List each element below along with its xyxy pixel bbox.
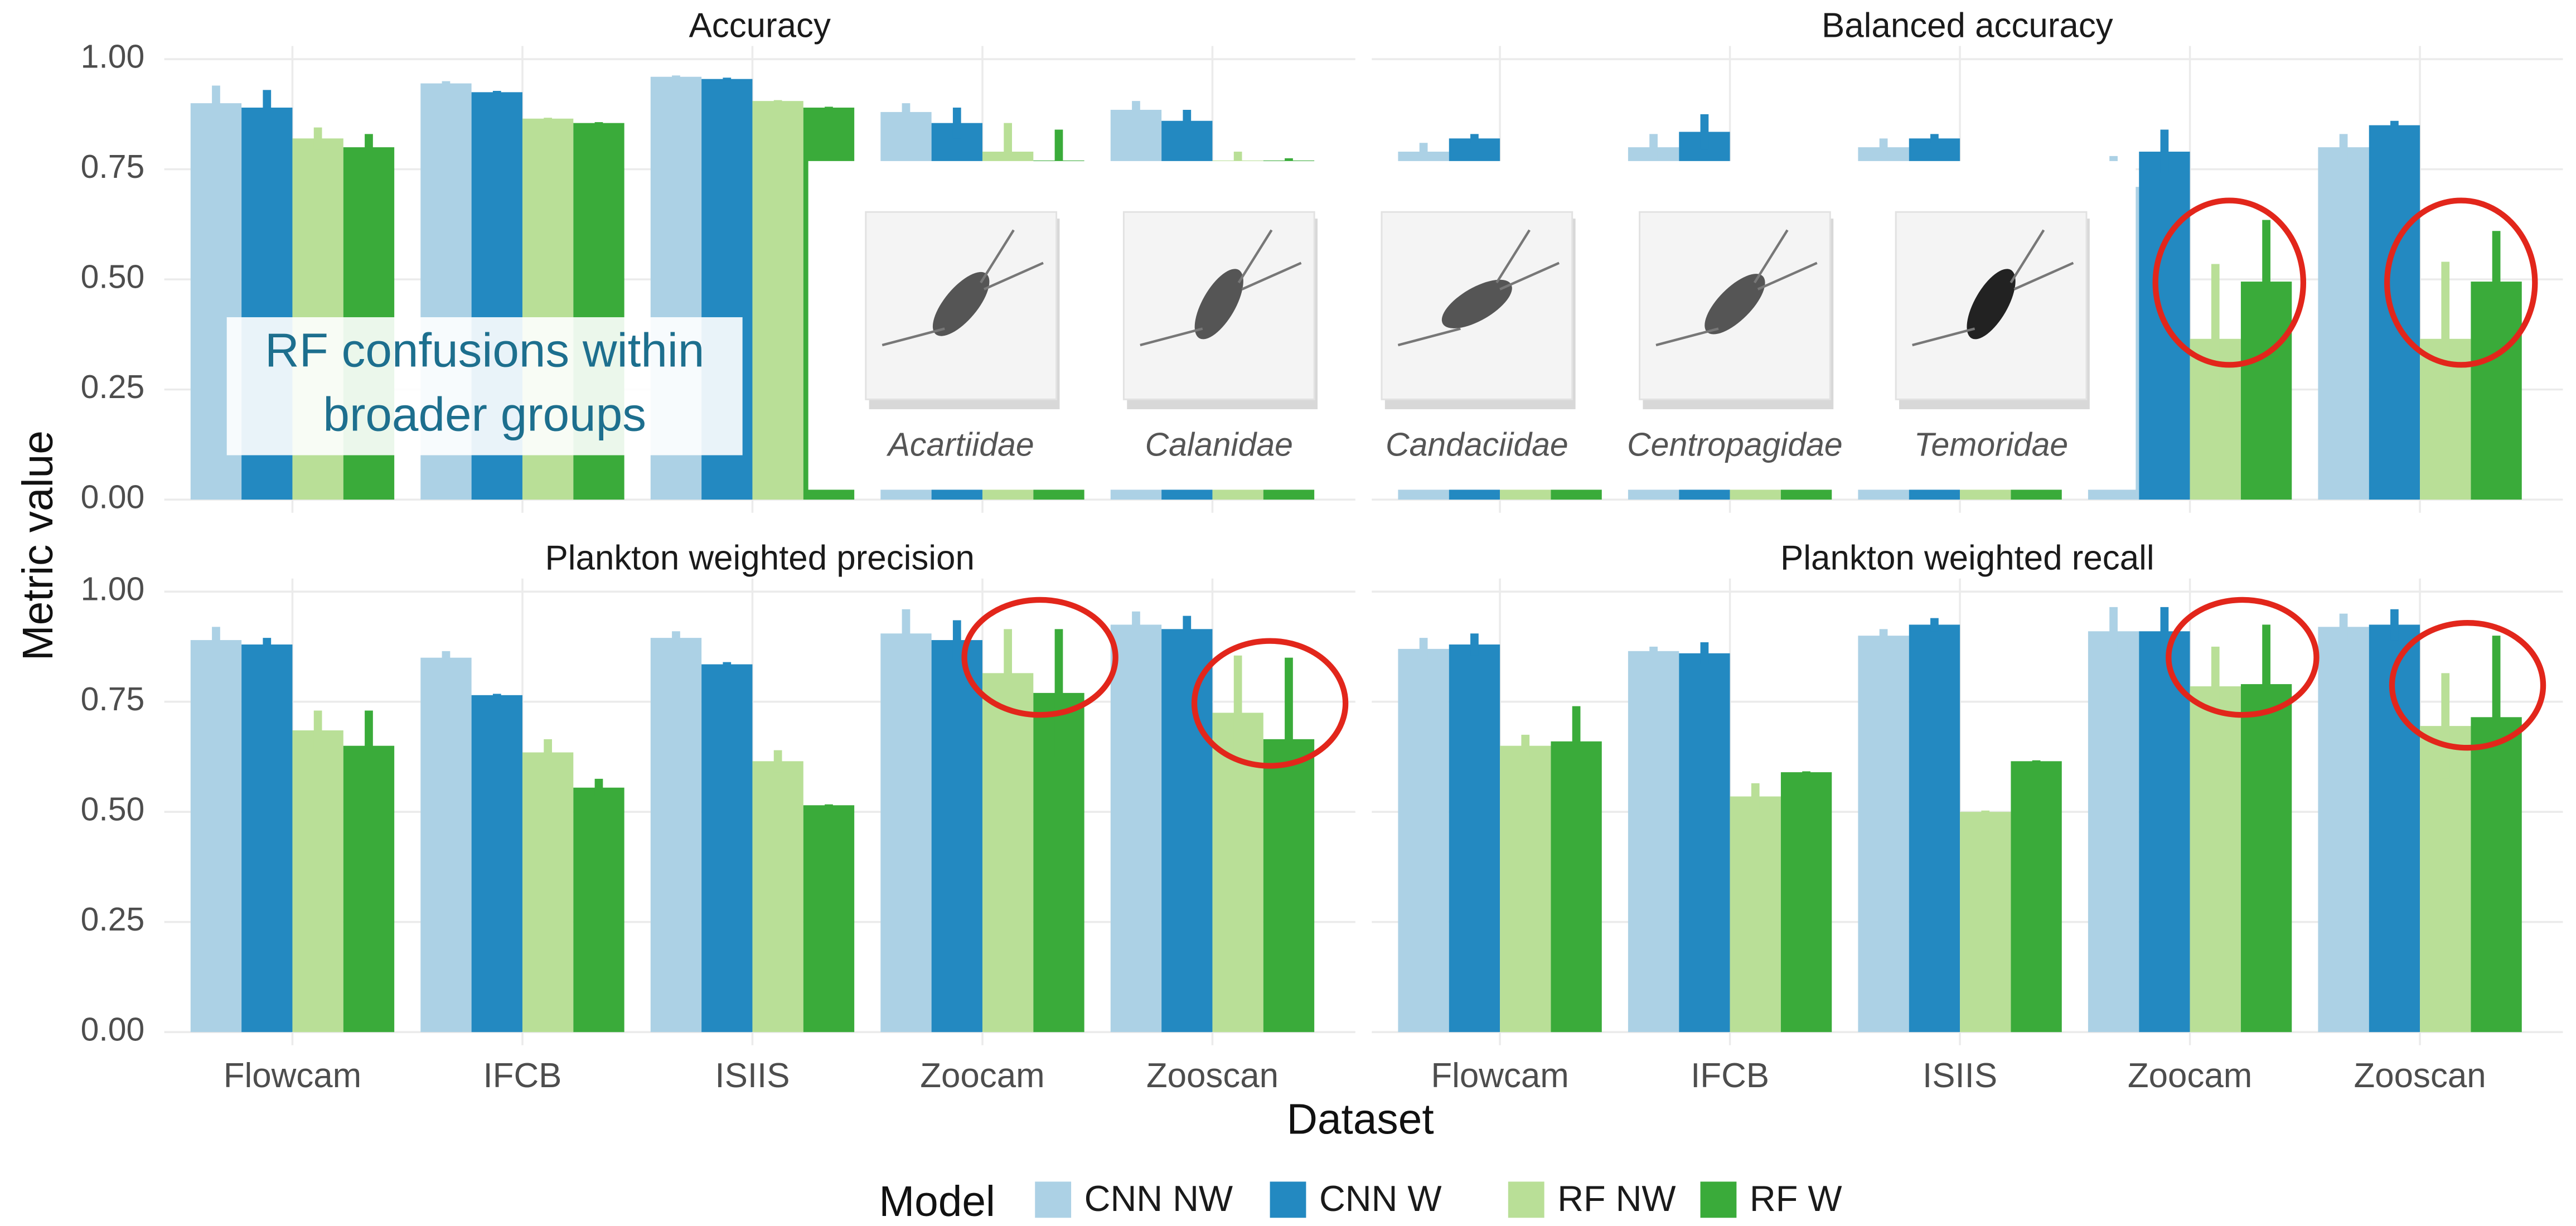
bar [2190,686,2241,1033]
species-label: Temoridae [1914,427,2068,463]
bar [2011,761,2062,1033]
copepod-antenna [1912,229,2074,347]
y-tick-label: 1.00 [81,571,145,608]
bar [1780,772,1832,1033]
bar [2318,627,2369,1033]
species-label: Centropagidae [1627,427,1843,463]
panel-title: Plankton weighted recall [1780,539,2154,578]
specimen-image [1639,211,1834,409]
highlight-circle [2389,620,2546,751]
y-tick-label: 0.75 [81,149,145,185]
copepod-body [1967,269,2016,340]
bar [1398,648,1449,1033]
x-tick-label: IFCB [483,1057,562,1095]
panel-title: Plankton weighted precision [545,539,975,578]
bar [471,695,522,1033]
y-tick-label: 0.25 [81,369,145,405]
panel-title: Accuracy [689,6,831,45]
bar [982,673,1034,1033]
legend-swatch [1035,1181,1072,1218]
bar [803,805,855,1033]
bar [1858,636,1909,1033]
highlight-circle [1191,638,1349,769]
bar [2318,147,2369,500]
copepod-antenna [882,229,1044,347]
legend-title: Model [879,1178,995,1225]
x-tick-label: Zoocam [2128,1057,2252,1095]
bar [752,761,803,1033]
bar [1551,741,1602,1033]
bar [292,730,343,1033]
y-tick-label: 0.00 [81,479,145,516]
bar [241,644,293,1033]
legend-swatch [1270,1181,1306,1218]
bar [1909,624,1960,1033]
highlight-circle [2152,197,2307,368]
highlight-circle [961,597,1118,718]
bar [1449,644,1500,1033]
bar [1110,624,1162,1033]
highlight-circle [2384,197,2538,368]
specimen-image [1381,211,1576,409]
bar [1161,629,1213,1033]
bar [343,745,395,1033]
bar [522,752,574,1033]
y-tick-label: 0.00 [81,1012,145,1048]
bar [1500,745,1551,1033]
bar [2088,631,2139,1033]
copepod-antenna [1397,229,1560,347]
copepod-body [1194,269,1243,340]
species-label: Candaciidae [1386,427,1568,463]
note-text: RF confusions within broader groups [226,317,743,455]
legend-swatch [1508,1181,1544,1218]
legend-label: RF NW [1557,1178,1676,1219]
bar [420,657,472,1033]
x-axis-label: Dataset [1287,1096,1434,1143]
legend-label: RF W [1750,1178,1842,1219]
panel-title: Balanced accuracy [1822,6,2113,45]
copepod-antenna [1140,229,1302,347]
bar [190,640,242,1033]
copepod-body [932,272,990,336]
bar [1960,812,2011,1033]
x-tick-label: ISIIS [1923,1057,1997,1095]
highlight-circle [2166,597,2320,718]
specimen-image [865,211,1060,409]
y-axis-label: Metric value [14,430,62,661]
specimen-image [1122,211,1318,409]
y-tick-label: 0.50 [81,259,145,295]
specimen-image [1895,211,2090,409]
bar [880,633,932,1033]
copepod-body [1441,279,1512,328]
y-tick-label: 1.00 [81,39,145,75]
bar [1628,651,1679,1033]
legend-label: CNN W [1319,1178,1442,1219]
species-label: Calanidae [1145,427,1293,463]
bar [1679,653,1730,1033]
species-label: Acartiidae [887,427,1034,463]
bar [701,664,753,1033]
x-tick-label: IFCB [1691,1057,1769,1095]
copepod-antenna [1655,229,1818,347]
legend-label: CNN NW [1084,1178,1233,1219]
x-tick-label: Zooscan [2354,1057,2486,1095]
bar [650,638,702,1033]
copepod-body [1705,274,1765,335]
x-tick-label: Zoocam [920,1057,1044,1095]
bar [1730,796,1781,1033]
x-tick-label: Flowcam [1431,1057,1568,1095]
bar [573,787,624,1033]
legend-swatch [1700,1181,1737,1218]
bar [931,640,982,1033]
x-tick-label: Zooscan [1146,1057,1279,1095]
y-tick-label: 0.50 [81,792,145,828]
y-tick-label: 0.25 [81,902,145,938]
x-tick-label: Flowcam [224,1057,361,1095]
x-tick-label: ISIIS [715,1057,790,1095]
note-box: RF confusions within broader groups [226,317,743,455]
y-tick-label: 0.75 [81,681,145,718]
bar [2139,631,2190,1033]
bar [752,101,803,500]
